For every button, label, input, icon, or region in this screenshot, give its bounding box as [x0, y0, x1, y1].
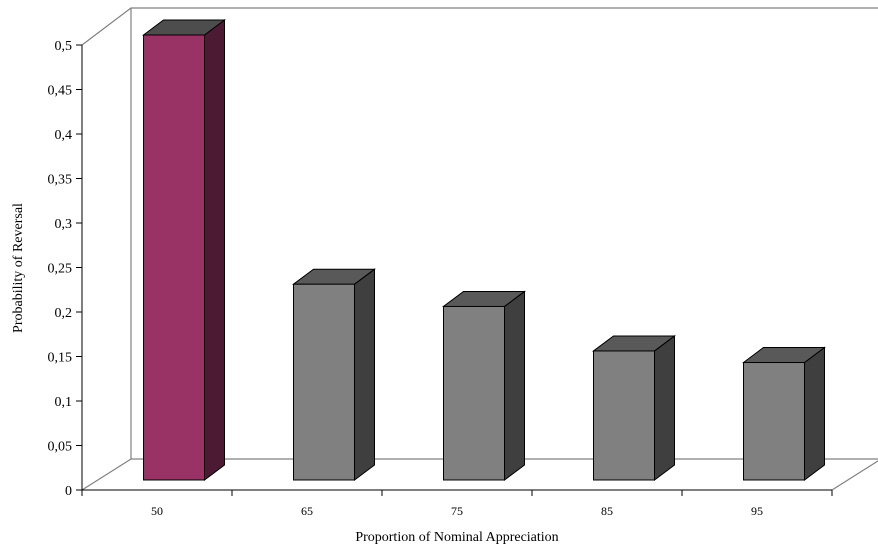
x-axis: 50 65 75 85 95: [81, 489, 833, 518]
x-tick-label: 50: [151, 504, 163, 518]
y-tick-label: 0,45: [48, 84, 73, 99]
x-tick-label: 85: [601, 504, 613, 518]
y-tick-label: 0,1: [55, 395, 73, 410]
bar-front: [743, 362, 805, 481]
x-axis-title: Proportion of Nominal Appreciation: [355, 530, 558, 545]
bar-side: [204, 19, 225, 481]
y-tick-label: 0: [65, 484, 72, 499]
bars: [142, 19, 826, 481]
bar-front: [593, 350, 655, 481]
y-tick-label: 0,05: [48, 440, 73, 455]
x-tick-label: 65: [301, 504, 313, 518]
bar: [292, 268, 376, 481]
back-wall-outline: [81, 7, 878, 46]
x-tick-label: 75: [451, 504, 463, 518]
bar: [592, 334, 676, 481]
bar: [442, 290, 526, 481]
bar: [142, 19, 226, 481]
bar-side: [654, 334, 675, 481]
y-axis-title: Probability of Reversal: [11, 203, 26, 333]
y-tick-label: 0,5: [55, 39, 73, 54]
bar-front: [443, 305, 505, 481]
y-tick-label: 0,2: [55, 306, 73, 321]
y-tick-label: 0,4: [55, 128, 73, 143]
y-tick-label: 0,15: [48, 351, 73, 366]
bar: [742, 346, 826, 481]
bar-front: [143, 34, 205, 481]
bar-front: [293, 283, 355, 481]
y-tick-label: 0,25: [48, 262, 73, 277]
bar-side: [354, 268, 375, 481]
x-tick-label: 95: [751, 504, 763, 518]
y-tick-label: 0,3: [55, 217, 73, 232]
y-axis: 0 0,05 0,1 0,15 0,2 0,25 0,3 0,35 0,4 0,45 0,5: [48, 39, 83, 499]
y-tick-label: 0,35: [48, 173, 73, 188]
bar-side: [504, 290, 525, 481]
bar-side: [804, 346, 825, 481]
